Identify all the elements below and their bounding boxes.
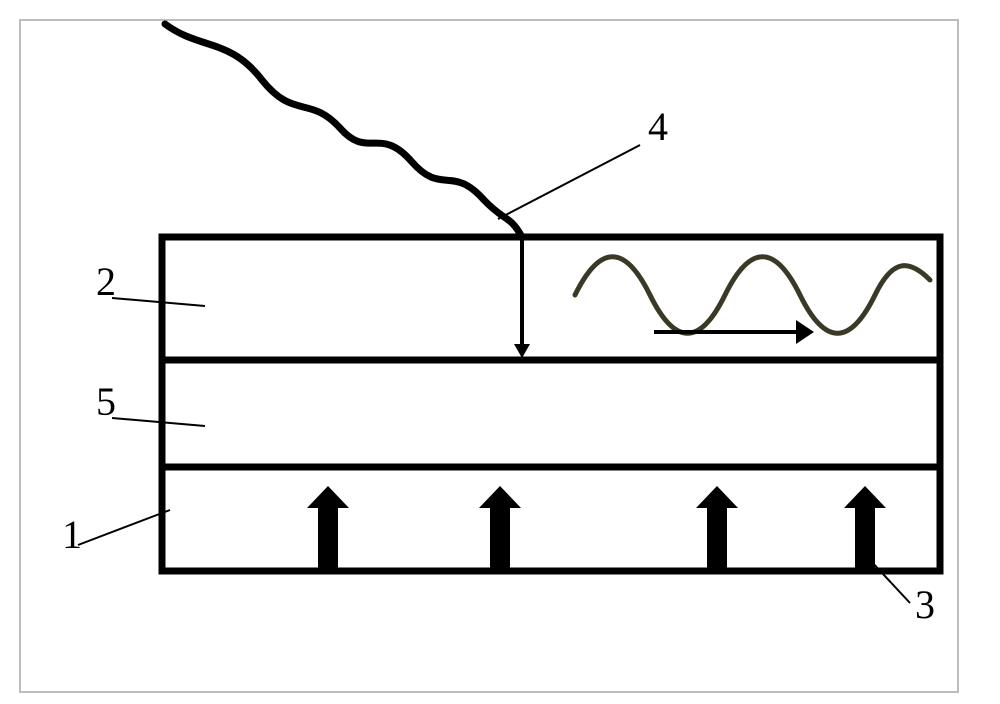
label-5: 5 [96, 379, 116, 424]
incident-wave [165, 24, 522, 237]
label-leader-1 [78, 510, 170, 545]
layer-middle [162, 360, 940, 467]
label-leader-4 [498, 145, 640, 219]
label-3: 3 [915, 582, 935, 627]
label-4: 4 [648, 104, 668, 149]
label-2: 2 [96, 259, 116, 304]
layer-bottom [162, 467, 940, 571]
label-1: 1 [62, 512, 82, 557]
layer-top [162, 237, 940, 360]
